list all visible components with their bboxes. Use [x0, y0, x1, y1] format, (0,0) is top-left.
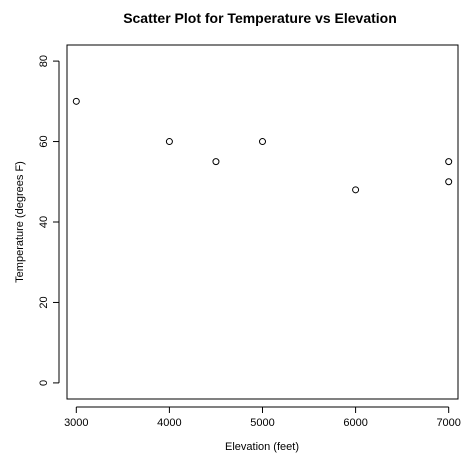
chart-title: Scatter Plot for Temperature vs Elevatio…: [123, 10, 397, 26]
x-tick-label: 6000: [343, 417, 367, 429]
y-tick-label: 0: [38, 380, 50, 386]
data-point: [212, 158, 220, 166]
y-tick-label: 60: [38, 135, 50, 147]
data-point: [259, 138, 266, 146]
data-point: [165, 138, 173, 146]
x-tick-label: 5000: [250, 417, 274, 429]
x-tick-label: 7000: [436, 417, 460, 429]
x-axis-label: Elevation (feet): [225, 441, 299, 453]
data-point: [72, 97, 80, 105]
x-tick-label: 4000: [157, 417, 181, 429]
x-axis: 3000 4000 5000 6000 7000: [64, 406, 461, 429]
data-point: [352, 186, 360, 194]
data-point: [445, 178, 453, 186]
x-tick-label: 3000: [64, 417, 88, 429]
y-tick-label: 80: [38, 55, 50, 67]
plot-area: [66, 44, 459, 400]
data-points: [72, 97, 453, 194]
y-axis: 0 20 40 60 80: [38, 55, 60, 386]
y-axis-label: Temperature (degrees F): [14, 161, 26, 283]
data-point: [445, 158, 453, 166]
y-tick-label: 40: [38, 216, 50, 228]
y-tick-label: 20: [38, 296, 50, 308]
